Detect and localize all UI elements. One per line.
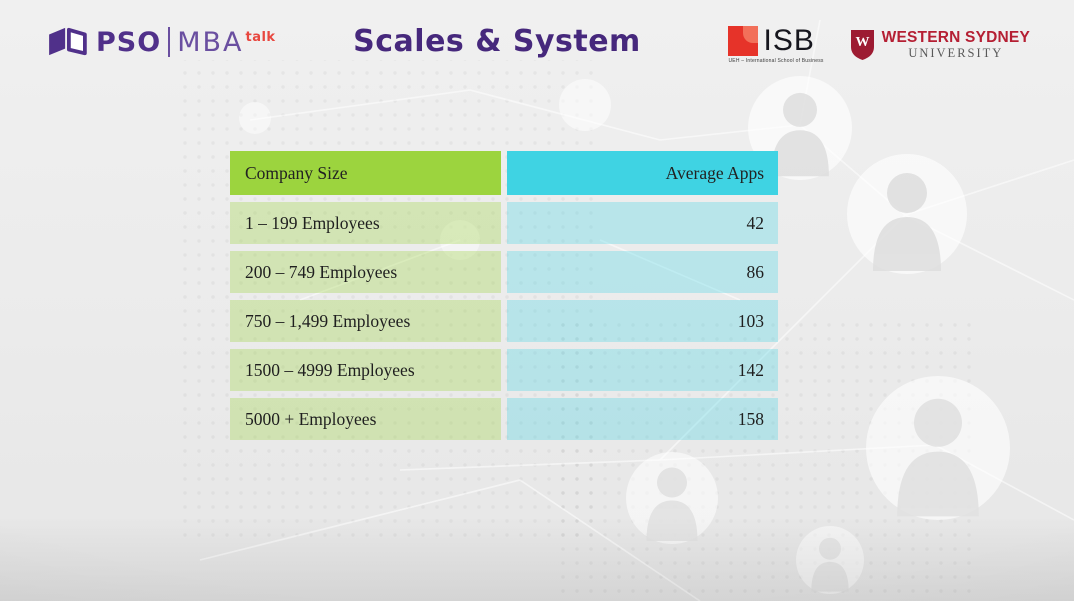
company-size-cell: 5000 + Employees xyxy=(230,398,501,440)
company-size-cell: 200 – 749 Employees xyxy=(230,251,501,293)
talk-text: talk xyxy=(245,29,276,45)
svg-text:W: W xyxy=(855,35,869,50)
wsu-shield-icon: W xyxy=(850,30,874,60)
logo-divider xyxy=(168,27,171,57)
isb-logo: ISB UEH – International School of Busine… xyxy=(728,26,823,64)
psomba-wordmark: PSO MBA talk xyxy=(96,27,276,58)
average-apps-cell: 103 xyxy=(507,300,778,342)
column-header-average-apps: Average Apps xyxy=(507,151,778,195)
western-sydney-logo: W WESTERN SYDNEY UNIVERSITY xyxy=(850,29,1030,61)
psomba-logo: PSO MBA talk xyxy=(46,26,276,58)
average-apps-cell: 142 xyxy=(507,349,778,391)
isb-tagline: UEH – International School of Business xyxy=(728,58,824,64)
wsu-university-text: UNIVERSITY xyxy=(908,45,1004,60)
partner-logos: ISB UEH – International School of Busine… xyxy=(728,26,1030,64)
mba-text: MBA xyxy=(177,26,244,58)
isb-name: ISB xyxy=(763,24,815,57)
average-apps-cell: 158 xyxy=(507,398,778,440)
page-title: Scales & System xyxy=(353,24,641,59)
book-icon xyxy=(49,27,87,56)
company-size-cell: 1500 – 4999 Employees xyxy=(230,349,501,391)
column-header-company-size: Company Size xyxy=(230,151,501,195)
average-apps-cell: 86 xyxy=(507,251,778,293)
average-apps-cell: 42 xyxy=(507,202,778,244)
isb-logo-icon xyxy=(728,26,759,56)
company-size-cell: 750 – 1,499 Employees xyxy=(230,300,501,342)
company-size-apps-table: Company Size Average Apps 1 – 199 Employ… xyxy=(230,151,778,440)
wsu-name: WESTERN SYDNEY xyxy=(881,29,1030,47)
company-size-cell: 1 – 199 Employees xyxy=(230,202,501,244)
pso-text: PSO xyxy=(96,26,162,58)
